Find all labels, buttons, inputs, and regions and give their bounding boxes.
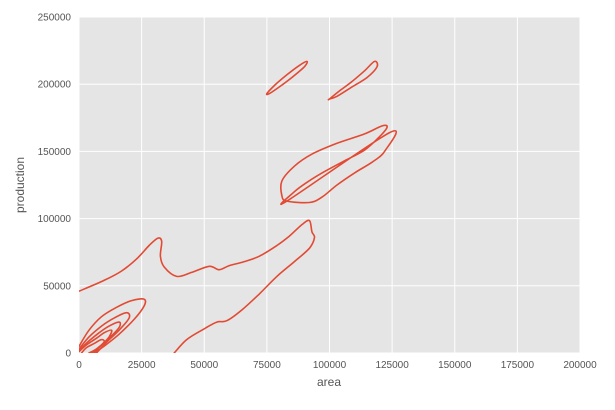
x-tick-labels: 0 25000 50000 75000 100000 125000 150000 175000… bbox=[76, 360, 597, 371]
upper-right-island bbox=[327, 60, 379, 101]
inner-contour-1 bbox=[79, 298, 147, 353]
middle-contour bbox=[279, 124, 397, 206]
x-tick-label: 50000 bbox=[190, 360, 218, 371]
outer-contour bbox=[79, 219, 316, 353]
x-tick-label: 100000 bbox=[313, 360, 347, 371]
y-tick-labels: 0 50000 100000 150000 200000 250000 bbox=[38, 13, 72, 360]
grid-lines bbox=[78, 16, 581, 354]
x-tick-label: 0 bbox=[76, 360, 82, 371]
y-tick-label: 150000 bbox=[38, 147, 72, 158]
x-axis-title: area bbox=[317, 375, 341, 389]
x-tick-label: 200000 bbox=[563, 360, 597, 371]
density-contours bbox=[79, 60, 397, 353]
inner-contour-2 bbox=[79, 311, 131, 353]
x-tick-label: 25000 bbox=[128, 360, 156, 371]
y-tick-label: 50000 bbox=[43, 281, 71, 292]
x-tick-label: 175000 bbox=[501, 360, 535, 371]
y-tick-label: 200000 bbox=[38, 80, 72, 91]
x-tick-label: 150000 bbox=[438, 360, 472, 371]
inner-contour-5 bbox=[80, 338, 106, 353]
x-tick-label: 125000 bbox=[375, 360, 409, 371]
upper-left-island bbox=[265, 60, 309, 96]
y-tick-label: 100000 bbox=[38, 214, 72, 225]
x-tick-label: 75000 bbox=[253, 360, 281, 371]
y-tick-label: 250000 bbox=[38, 13, 72, 24]
y-axis-title: production bbox=[13, 157, 27, 213]
y-tick-label: 0 bbox=[65, 349, 71, 360]
